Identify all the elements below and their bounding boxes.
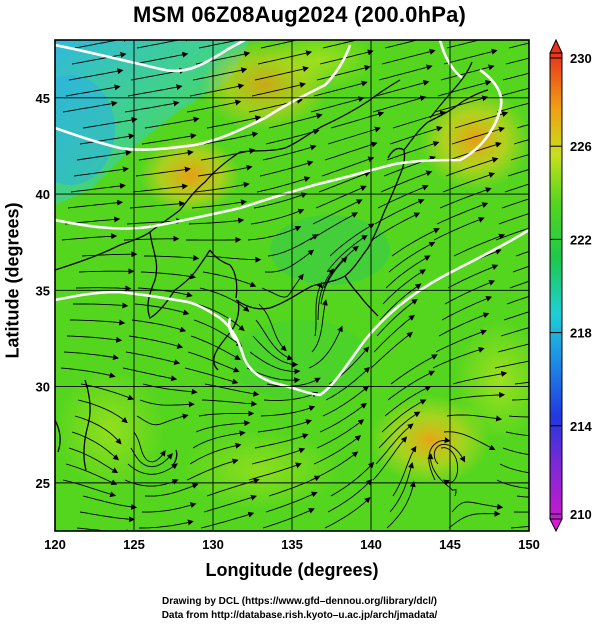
isotherm-contours [55,40,529,397]
x-axis-label: Longitude (degrees) [205,560,379,580]
y-tick-label: 40 [36,187,50,202]
credit-drawing: Drawing by DCL (https://www.gfd–dennou.o… [161,596,437,607]
x-tick-label: 125 [123,537,145,552]
y-tick-label: 25 [36,476,50,491]
x-tick-labels: 120 125 130 135 140 145 150 [44,537,540,552]
colorbar: 230 226 222 218 214 210 [549,38,592,533]
x-tick-label: 145 [439,537,461,552]
colorbar-tick-label: 218 [570,326,592,341]
colorbar-tick-label: 222 [570,232,592,247]
colorbar-ticks: 230 226 222 218 214 210 [550,51,592,522]
x-tick-label: 130 [202,537,224,552]
y-tick-label: 30 [36,380,50,395]
x-tick-label: 120 [44,537,66,552]
colorbar-tick-label: 230 [570,51,592,66]
colorbar-tick-label: 214 [570,419,592,434]
y-tick-label: 45 [36,91,50,106]
credit-data: Data from http://database.rish.kyoto–u.a… [161,610,438,621]
plot-frame [54,39,530,532]
lat-lon-grid [55,40,529,531]
colorbar-tick-label: 210 [570,507,592,522]
y-tick-label: 35 [36,283,50,298]
x-tick-label: 135 [281,537,303,552]
streamlines [60,40,529,531]
y-tick-labels: 25 30 35 40 45 [36,91,50,491]
x-tick-label: 150 [518,537,540,552]
colorbar-tick-label: 226 [570,139,592,154]
map-title: MSM 06Z08Aug2024 (200.0hPa) [132,2,467,27]
x-tick-label: 140 [360,537,382,552]
